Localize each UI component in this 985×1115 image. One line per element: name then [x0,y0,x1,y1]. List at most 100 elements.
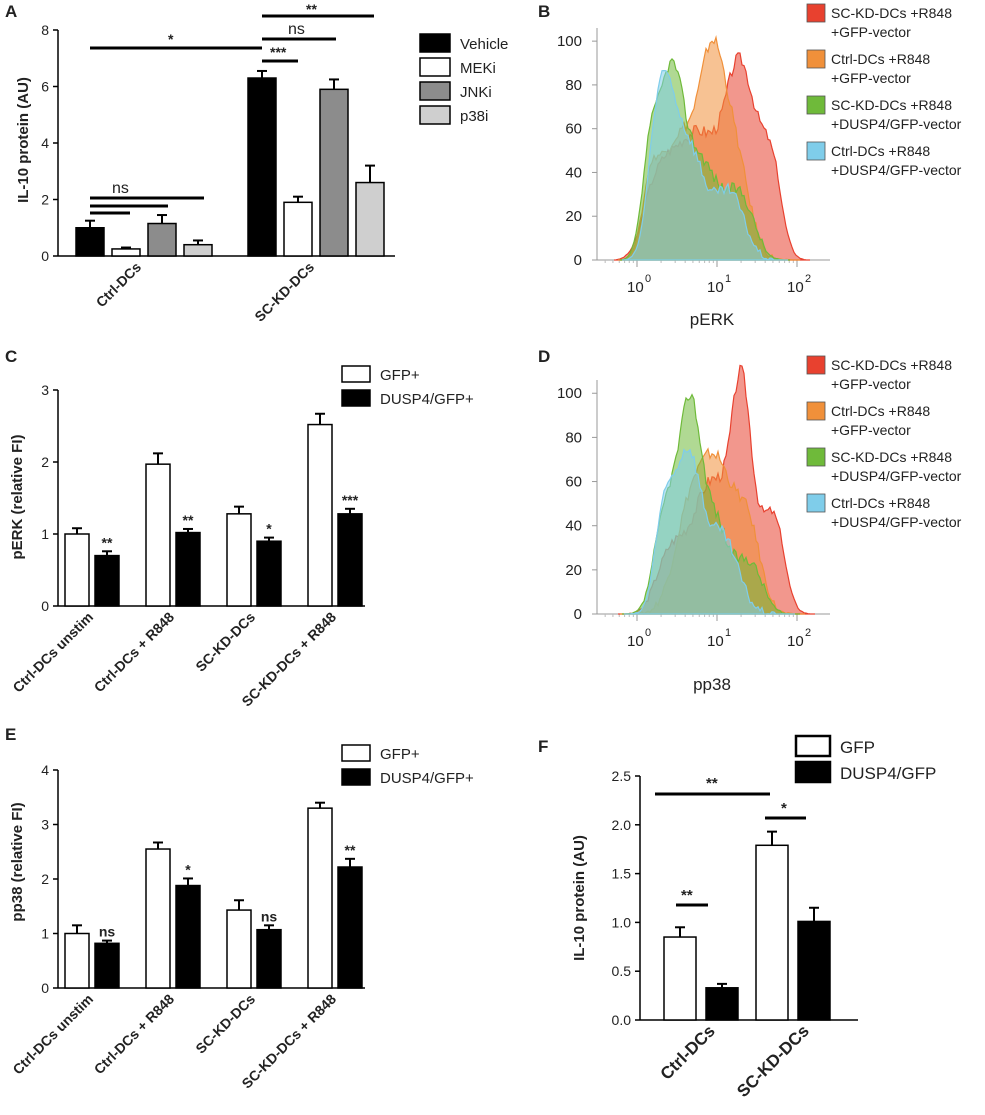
panel-b-ytick-label: 20 [565,208,582,225]
panel-e-bar [337,866,363,989]
panel-f-bar [705,987,739,1021]
panel-e-legend-swatch [341,744,371,762]
panel-f-legend-swatch [794,734,832,758]
panel-d-legend-line1: Ctrl-DCs +R848 [831,403,930,419]
panel-a-chart: IL-10 protein (AU) 0 2 4 6 8 Ctrl-DCs SC-KD-D… [15,1,508,325]
panel-c-bar [307,423,333,607]
panel-a-ytick-label: 8 [41,22,49,38]
panel-a-legend-swatch [419,105,451,125]
panel-letter-b: B [538,2,550,21]
panel-d-xtick-base: 10 [627,633,644,650]
panel-e-significance: ** [345,842,356,858]
panel-b-histogram-4 [621,70,789,261]
panel-a-significance: * ** ns *** ns [90,1,374,215]
panel-f-sig-sckd: * [781,800,787,817]
panel-e-category-label: Ctrl-DCs unstim [9,991,96,1078]
panel-b-xtick-base: 10 [787,279,804,296]
panel-f-bar [663,936,697,1021]
panel-b-legend-line2: +GFP-vector [831,24,911,40]
panel-d-xlabel: pp38 [693,675,731,694]
panel-b-ytick-label: 60 [565,121,582,138]
panel-e-significance: ns [261,908,278,924]
panel-e-bar [64,932,90,989]
panel-b-xtick-exp: 1 [725,273,731,285]
panel-b-xtick-base: 10 [707,279,724,296]
panel-c-legend: GFP+ DUSP4/GFP+ [341,365,474,408]
panel-f-category-label: Ctrl-DCs [657,1021,719,1083]
panel-d-legend-line1: SC-KD-DCs +R848 [831,449,952,465]
panel-e-ylabel: pp38 (relative FI) [9,802,26,921]
panel-e-bar [175,884,201,989]
panel-a-sig-meki: *** [270,44,287,60]
panel-f-ytick-label: 2.0 [612,817,632,833]
panel-d-xtick-base: 10 [707,633,724,650]
panel-d-histogram-4 [623,448,795,615]
panel-d-legend-line1: Ctrl-DCs +R848 [831,495,930,511]
panel-d-legend-swatch [806,493,826,513]
panel-e-significance: ns [99,924,116,940]
panel-e-bar [226,909,252,989]
panel-c-bar [337,513,363,607]
panel-a-bar [283,201,313,257]
panel-d-legend-swatch [806,401,826,421]
panel-c-ytick-label: 0 [41,598,49,614]
panel-a-category-label: Ctrl-DCs [93,259,145,311]
panel-b-legend-line2: +DUSP4/GFP-vector [831,162,962,178]
panel-a-sig-p38i: ** [306,1,317,17]
panel-b-xtick-base: 10 [627,279,644,296]
panel-b-legend-line1: Ctrl-DCs +R848 [831,143,930,159]
panel-letter-e: E [5,725,16,744]
panel-a-bar [147,222,177,257]
panel-b-legend: SC-KD-DCs +R848 +GFP-vector Ctrl-DCs +R848… [806,3,962,178]
panel-e-legend-label: GFP+ [380,746,420,763]
panel-e-bar [145,848,171,989]
panel-c-bar [175,531,201,607]
panel-b-legend-swatch [806,3,826,23]
panel-c-legend-swatch [341,365,371,383]
panel-c-category-label: Ctrl-DCs + R848 [91,609,178,696]
panel-e-ytick-label: 1 [41,926,49,942]
panel-e-legend-label: DUSP4/GFP+ [380,770,474,787]
panel-a-ylabel: IL-10 protein (AU) [15,77,32,203]
panel-d-xtick-base: 10 [787,633,804,650]
panel-f-bar [797,920,831,1021]
panel-e-bar [307,807,333,989]
panel-a-ytick-label: 0 [41,248,49,264]
panel-b-ytick-label: 100 [557,33,582,50]
panel-e-ytick-label: 4 [41,762,49,778]
panel-letter-a: A [5,2,17,21]
panel-a-legend-swatch [419,81,451,101]
panel-d-legend-swatch [806,355,826,375]
panel-f-legend-label: DUSP4/GFP [840,764,936,783]
panel-d-ytick-label: 100 [557,385,582,402]
panel-c-ylabel: pERK (relative FI) [9,434,26,559]
panel-b-legend-line1: SC-KD-DCs +R848 [831,5,952,21]
panel-e-bar [256,928,282,989]
panel-a-sig-ctrl: ns [112,180,129,197]
panel-b-legend-swatch [806,49,826,69]
panel-f-ylabel: IL-10 protein (AU) [571,835,588,961]
panel-b-legend-line2: +DUSP4/GFP-vector [831,116,962,132]
panel-e-chart: pp38 (relative FI) 0 1 2 3 4 ns * ns ** Ctrl-DC… [9,744,474,1092]
panel-a-bar [355,181,385,257]
panel-d-ytick-label: 60 [565,474,582,491]
panel-d-legend-line2: +DUSP4/GFP-vector [831,468,962,484]
panel-b-xtick-exp: 2 [805,273,811,285]
panel-b-legend-line2: +GFP-vector [831,70,911,86]
panel-f-chart: IL-10 protein (AU) 0.0 0.5 1.0 1.5 2.0 2.5 Ct… [571,734,936,1101]
panel-c-significance: ** [102,534,113,550]
panel-e-legend-swatch [341,768,371,786]
panel-e-category-label: Ctrl-DCs + R848 [91,991,178,1078]
panel-a-category-label: SC-KD-DCs [251,259,317,325]
panel-c-ytick-label: 1 [41,526,49,542]
panel-b-ytick-label: 0 [574,252,582,269]
panel-f-legend-label: GFP [840,738,875,757]
panel-d-legend-swatch [806,447,826,467]
panel-c-significance: ** [183,512,194,528]
panel-c-legend-label: GFP+ [380,367,420,384]
panel-letter-c: C [5,347,17,366]
panel-e-ytick-label: 2 [41,871,49,887]
panel-c-ytick-label: 3 [41,382,49,398]
